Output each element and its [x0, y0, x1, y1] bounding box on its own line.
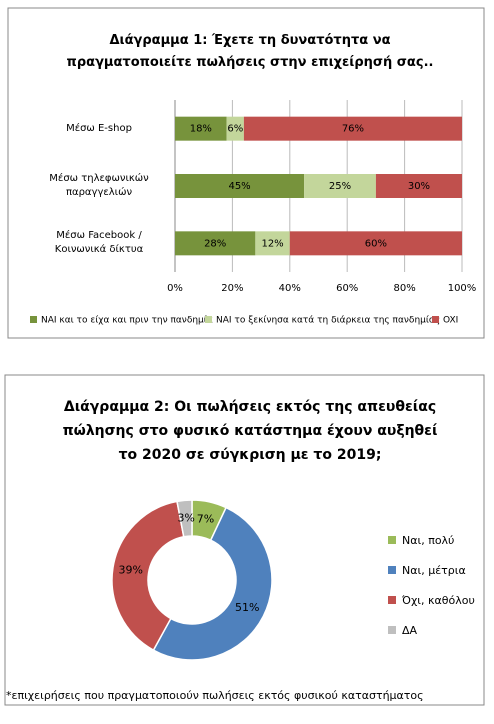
- data-label: 3%: [177, 511, 194, 524]
- bar: [226, 116, 244, 141]
- legend-swatch: [388, 596, 396, 604]
- chart-title: Διάγραμμα 2: Οι πωλήσεις εκτός της απευθ…: [62, 399, 438, 463]
- y-tick-label: Μέσω Facebook / Κοινωνικά δίκτυα: [54, 230, 144, 256]
- data-label: 7%: [197, 512, 214, 525]
- donut-slice: [152, 506, 273, 661]
- bar: [304, 174, 376, 198]
- bar: [175, 116, 227, 141]
- footnote: *επιχειρήσεις που πραγματοποιούν πωλήσει…: [6, 689, 424, 702]
- data-label: 12%: [261, 238, 283, 249]
- data-label: 18%: [190, 124, 212, 135]
- bar: [289, 231, 462, 256]
- y-tick-label: Μέσω E-shop: [66, 122, 132, 134]
- data-label: 28%: [204, 238, 226, 249]
- data-label: 6%: [227, 124, 243, 135]
- data-label: 76%: [342, 124, 364, 135]
- chart-title: Διάγραμμα 1: Έχετε τη δυνατότητα να πραγ…: [66, 33, 434, 70]
- donut-slice: [111, 500, 185, 652]
- donut-slice: [176, 499, 193, 538]
- x-tick-label: 0%: [167, 283, 183, 294]
- data-label: 45%: [228, 181, 250, 192]
- bar: [243, 116, 462, 141]
- legend-label: Όχι, καθόλου: [401, 594, 475, 607]
- x-tick-label: 20%: [221, 283, 243, 294]
- x-tick-label: 80%: [393, 283, 415, 294]
- legend-label: NAI και το είχα και πριν την πανδημία: [41, 316, 213, 326]
- x-tick-label: 100%: [448, 283, 477, 294]
- legend-swatch: [432, 316, 439, 323]
- legend-swatch: [388, 626, 396, 634]
- legend-label: Ναι, πολύ: [402, 534, 454, 547]
- bar: [175, 174, 305, 198]
- legend-swatch: [30, 316, 37, 323]
- legend-label: Ναι, μέτρια: [402, 564, 466, 577]
- x-tick-label: 40%: [279, 283, 301, 294]
- data-label: 39%: [119, 563, 143, 576]
- data-label: 51%: [235, 601, 259, 614]
- legend-label: OXI: [443, 316, 458, 326]
- data-label: 30%: [408, 181, 430, 192]
- legend-swatch: [388, 536, 396, 544]
- bar: [175, 231, 256, 256]
- bar: [375, 174, 462, 198]
- legend-swatch: [205, 316, 212, 323]
- legend-swatch: [388, 566, 396, 574]
- y-tick-label: Μέσω τηλεφωνικών παραγγελιών: [49, 173, 149, 198]
- data-label: 25%: [329, 181, 351, 192]
- data-label: 60%: [365, 238, 387, 249]
- x-tick-label: 60%: [336, 283, 358, 294]
- legend-label: ΔΑ: [402, 624, 418, 637]
- legend-label: NAI το ξεκίνησα κατά τη διάρκεια της παν…: [216, 316, 440, 326]
- bar: [255, 231, 290, 256]
